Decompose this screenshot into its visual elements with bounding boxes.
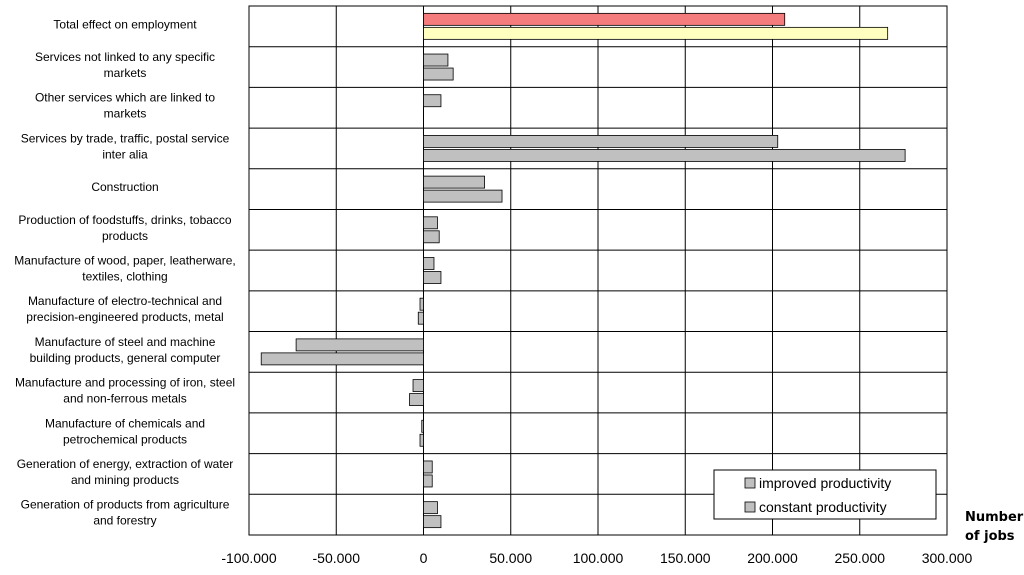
bar-constant-productivity-7 bbox=[417, 311, 424, 325]
x-axis-ticks: -100.000 -50.000 0 50.000 100.000 150.000 200.… bbox=[221, 550, 972, 566]
category-label-2-line-0: Other services which are linked to bbox=[35, 91, 215, 105]
category-label-12-line-0: Generation of products from agriculture bbox=[21, 498, 230, 512]
bar-constant-productivity-12 bbox=[423, 515, 442, 529]
bar-improved-productivity-4 bbox=[423, 175, 485, 189]
chart-bars bbox=[260, 12, 906, 529]
bar-improved-productivity-11 bbox=[423, 460, 433, 474]
x-tick-label-0: -100.000 bbox=[221, 550, 276, 566]
legend: improved productivity constant productiv… bbox=[713, 469, 937, 520]
chart-grid bbox=[248, 5, 948, 536]
legend-label-constant: constant productivity bbox=[759, 499, 887, 515]
x-axis-unit-label: Number of jobs bbox=[965, 510, 1024, 544]
x-tick-label-8: 300.000 bbox=[922, 550, 973, 566]
category-label-12-line-1: and forestry bbox=[93, 514, 156, 528]
bar-constant-productivity-9 bbox=[409, 393, 424, 406]
x-tick-label-6: 200.000 bbox=[747, 550, 798, 566]
category-label-8-line-0: Manufacture of steel and machine bbox=[35, 335, 216, 349]
x-tick-label-5: 150.000 bbox=[660, 550, 711, 566]
category-label-6-line-1: textiles, clothing bbox=[82, 270, 167, 284]
category-label-1-line-1: markets bbox=[104, 66, 147, 80]
category-label-11-line-0: Generation of energy, extraction of wate… bbox=[17, 457, 234, 471]
bar-constant-productivity-11 bbox=[423, 474, 433, 488]
category-label-0-line-0: Total effect on employment bbox=[53, 17, 197, 31]
bar-constant-productivity-1 bbox=[423, 67, 454, 81]
x-tick-label-4: 100.000 bbox=[573, 550, 624, 566]
bar-improved-productivity-12 bbox=[423, 501, 438, 515]
x-tick-label-2: 0 bbox=[420, 550, 428, 566]
category-label-10-line-0: Manufacture of chemicals and bbox=[45, 416, 205, 430]
category-label-7-line-1: precision-engineered products, metal bbox=[26, 310, 223, 324]
x-tick-label-3: 50.000 bbox=[489, 550, 532, 566]
category-label-9-line-0: Manufacture and processing of iron, stee… bbox=[15, 376, 235, 390]
category-label-9-line-1: and non-ferrous metals bbox=[63, 392, 186, 406]
legend-swatch-improved bbox=[744, 477, 756, 489]
legend-label-improved: improved productivity bbox=[759, 475, 891, 491]
bar-improved-productivity-2 bbox=[423, 94, 442, 108]
category-label-4-line-0: Construction bbox=[91, 180, 158, 194]
x-axis-unit-line-1: Number bbox=[965, 510, 1024, 525]
bar-improved-productivity-9 bbox=[412, 379, 424, 392]
bar-improved-productivity-6 bbox=[423, 257, 435, 270]
category-label-7-line-0: Manufacture of electro-technical and bbox=[28, 294, 222, 308]
category-label-3-line-1: inter alia bbox=[102, 147, 148, 161]
category-label-5-line-0: Production of foodstuffs, drinks, tobacc… bbox=[18, 213, 232, 227]
bar-improved-productivity-5 bbox=[423, 216, 438, 230]
category-label-10-line-1: petrochemical products bbox=[63, 432, 187, 446]
bar-constant-productivity-8 bbox=[260, 352, 424, 366]
category-label-1-line-0: Services not linked to any specific bbox=[35, 50, 215, 64]
bar-constant-productivity-6 bbox=[423, 271, 442, 284]
bar-improved-productivity-1 bbox=[423, 53, 449, 67]
category-label-3-line-0: Services by trade, traffic, postal servi… bbox=[21, 131, 230, 145]
category-label-6-line-0: Manufacture of wood, paper, leatherware, bbox=[14, 254, 235, 268]
bar-improved-productivity-8 bbox=[295, 338, 424, 352]
bar-improved-productivity-3 bbox=[423, 135, 779, 148]
bar-constant-productivity-10 bbox=[419, 433, 424, 447]
bar-constant-productivity-5 bbox=[423, 230, 440, 244]
x-tick-label-7: 250.000 bbox=[834, 550, 885, 566]
bar-constant-productivity-0 bbox=[423, 26, 889, 40]
category-label-11-line-1: and mining products bbox=[71, 473, 179, 487]
legend-swatch-constant bbox=[744, 501, 756, 513]
bar-improved-productivity-7 bbox=[419, 297, 424, 311]
bar-constant-productivity-4 bbox=[423, 189, 503, 203]
category-label-5-line-1: products bbox=[102, 229, 148, 243]
category-labels: Total effect on employment Services not l… bbox=[14, 17, 235, 527]
bar-improved-productivity-10 bbox=[421, 419, 424, 433]
bar-constant-productivity-3 bbox=[423, 149, 906, 162]
x-axis-unit-line-2: of jobs bbox=[965, 529, 1015, 544]
bar-improved-productivity-0 bbox=[423, 12, 786, 26]
x-tick-label-1: -50.000 bbox=[313, 550, 361, 566]
category-label-8-line-1: building products, general computer bbox=[30, 351, 221, 365]
category-label-2-line-1: markets bbox=[104, 107, 147, 121]
